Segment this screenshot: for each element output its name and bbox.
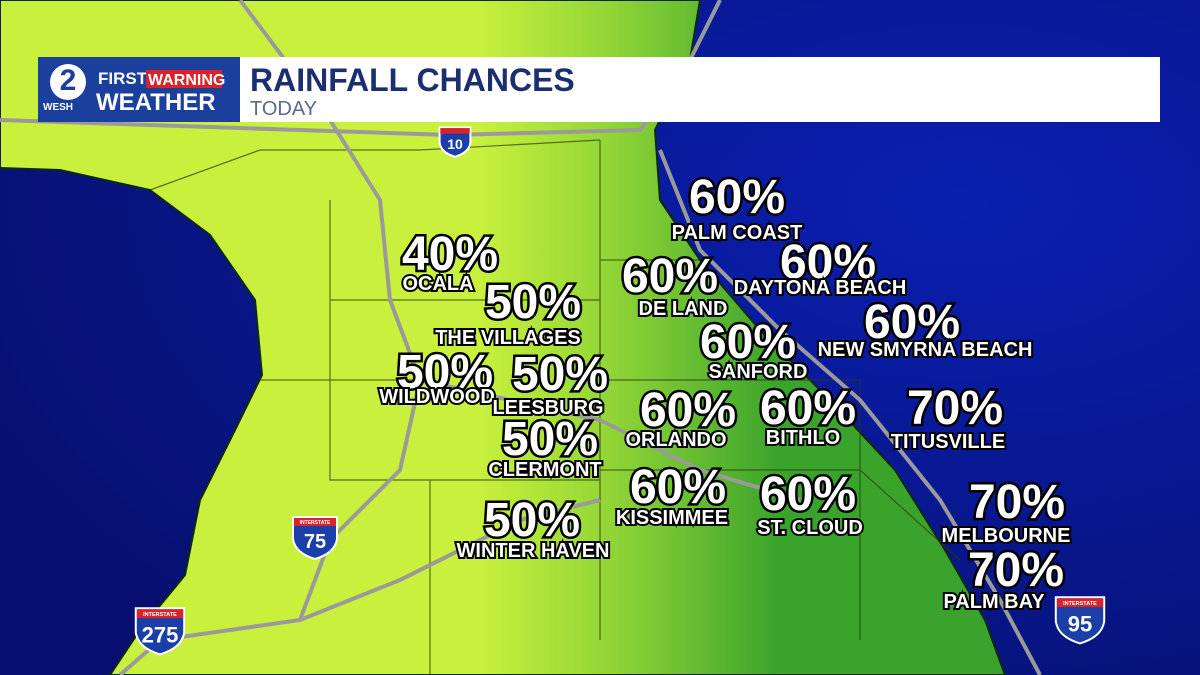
shield-label: INTERSTATE xyxy=(1063,601,1097,607)
shield-number: 75 xyxy=(304,531,326,553)
rain-chance: 50% xyxy=(485,276,581,329)
shield-label: INTERSTATE xyxy=(300,520,331,526)
city-name: OCALA xyxy=(402,273,473,295)
shield xyxy=(438,126,472,158)
shield-number: 95 xyxy=(1068,611,1092,636)
shield xyxy=(292,516,338,561)
rain-chance: 50% xyxy=(397,346,493,399)
city-name: TITUSVILLE xyxy=(891,431,1005,453)
city-name: PALM BAY xyxy=(943,591,1045,613)
logo-channel: 2 xyxy=(60,64,77,97)
rain-chance: 60% xyxy=(864,296,960,349)
logo-peacock xyxy=(50,64,86,100)
logo-warning-box xyxy=(146,70,222,88)
header-bar xyxy=(215,57,1160,122)
shield-top xyxy=(440,128,470,134)
rain-chance: 70% xyxy=(969,476,1065,529)
rain-chance: 60% xyxy=(780,236,876,289)
rain-chance: 60% xyxy=(760,468,856,521)
shield xyxy=(1054,596,1106,645)
city-name: BITHLO xyxy=(766,427,840,449)
rain-chance: 60% xyxy=(622,250,718,303)
rain-chance: 60% xyxy=(760,382,856,435)
city-name: WINTER HAVEN xyxy=(457,540,610,562)
shield-number: 10 xyxy=(447,136,463,152)
subtitle: TODAY xyxy=(250,98,317,120)
city-name: MELBOURNE xyxy=(942,525,1071,547)
rain-chance: 70% xyxy=(968,544,1064,597)
roads xyxy=(0,0,1042,675)
title: RAINFALL CHANCES xyxy=(250,62,575,98)
rain-chance: 50% xyxy=(512,348,608,401)
logo-station: WESH xyxy=(43,102,73,113)
city-name: KISSIMMEE xyxy=(616,507,728,529)
city-name: NEW SMYRNA BEACH xyxy=(818,339,1033,361)
rain-chance: 60% xyxy=(640,384,736,437)
rain-chance: 60% xyxy=(689,171,785,224)
city-name: ST. CLOUD xyxy=(757,517,863,539)
city-name: SANFORD xyxy=(709,361,808,383)
logo-warning: WARNING xyxy=(148,72,225,89)
shield-label: INTERSTATE xyxy=(143,612,177,618)
city-name: WILDWOOD xyxy=(379,386,495,408)
logo-first: FIRST xyxy=(98,69,148,88)
rain-chance: 60% xyxy=(630,461,726,514)
shield-top xyxy=(136,609,184,619)
highway-shields: 10 INTERSTATE 75 INTERSTATE 275 INTERSTATE 95 xyxy=(134,126,1106,656)
logo-weather: WEATHER xyxy=(96,89,216,116)
shield xyxy=(134,607,186,656)
shield-number: 275 xyxy=(142,622,179,647)
shield-top xyxy=(1056,598,1104,608)
city-name: ORLANDO xyxy=(625,429,726,451)
rain-chance: 70% xyxy=(907,382,1003,435)
city-name: DAYTONA BEACH xyxy=(734,277,907,299)
city-name: DE LAND xyxy=(639,298,728,320)
rain-chance: 60% xyxy=(700,316,796,369)
shield-top xyxy=(294,518,336,526)
rain-chance: 50% xyxy=(484,494,580,547)
city-name: LEESBURG xyxy=(492,397,603,419)
city-name: PALM COAST xyxy=(672,222,803,244)
rain-chance: 40% xyxy=(402,228,498,281)
city-name: THE VILLAGES xyxy=(435,327,581,349)
land xyxy=(0,0,1007,675)
rain-chance: 50% xyxy=(502,413,598,466)
city-name: CLERMONT xyxy=(488,459,601,481)
